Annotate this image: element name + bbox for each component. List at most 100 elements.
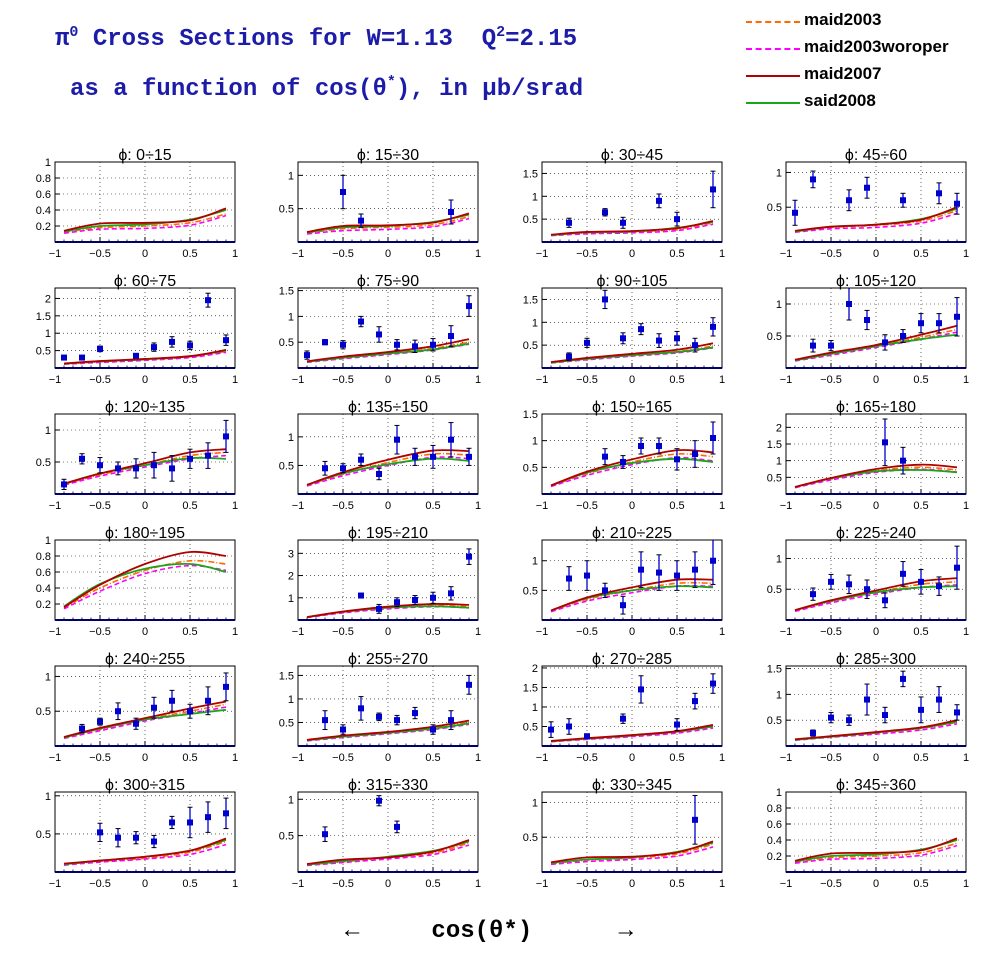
y-tick-label: 0.5 — [767, 584, 782, 596]
y-tick-label: 0.5 — [36, 829, 51, 841]
panel-title: ϕ: 255÷270 — [348, 651, 428, 668]
panel-9: −1 −0.5 0 0.5 1 0.5 1 ϕ: 135÷150 — [279, 399, 481, 512]
data-point — [133, 720, 139, 727]
x-tick-label: 1 — [475, 626, 481, 638]
curve-maid2003woroper — [550, 223, 714, 237]
x-tick-label: 1 — [963, 248, 969, 260]
x-tick-label: 1 — [719, 752, 725, 764]
x-tick-label: 0.5 — [913, 878, 928, 890]
y-tick-label: 1 — [532, 556, 538, 568]
y-tick-label: 1.5 — [523, 294, 538, 306]
panel-title: ϕ: 15÷30 — [357, 147, 419, 164]
data-point — [900, 457, 906, 464]
data-point — [97, 462, 103, 469]
x-tick-label: 0 — [142, 626, 148, 638]
data-point — [900, 197, 906, 204]
x-tick-label: 0 — [142, 374, 148, 386]
curve-maid2007 — [550, 220, 714, 236]
data-point — [674, 216, 680, 223]
panel-8: −1 −0.5 0 0.5 1 0.5 1 ϕ: 120÷135 — [36, 399, 238, 512]
data-point — [322, 831, 328, 838]
x-tick-label: 0.5 — [182, 626, 197, 638]
curve-maid2003 — [550, 453, 714, 487]
data-point — [61, 354, 67, 361]
data-point — [187, 342, 193, 349]
x-tick-label: 0.5 — [669, 752, 684, 764]
y-tick-label: 1 — [45, 425, 51, 437]
curve-maid2003woroper — [550, 456, 714, 488]
y-tick-label: 1 — [45, 328, 51, 340]
panel-title: ϕ: 165÷180 — [836, 399, 916, 416]
data-point — [133, 465, 139, 472]
data-point — [304, 352, 310, 359]
x-tick-label: 0.5 — [182, 878, 197, 890]
x-tick-label: 1 — [475, 752, 481, 764]
panel-title: ϕ: 345÷360 — [836, 777, 916, 794]
y-tick-label: 0.5 — [279, 337, 294, 349]
data-point — [133, 352, 139, 359]
data-point — [466, 453, 472, 460]
data-point — [223, 337, 229, 344]
data-point — [620, 219, 626, 226]
x-tick-label: −1 — [780, 878, 793, 890]
x-tick-label: 0.5 — [913, 248, 928, 260]
data-point — [584, 572, 590, 579]
x-tick-label: 0.5 — [182, 752, 197, 764]
y-tick-label: 0.5 — [279, 204, 294, 216]
x-tick-label: 1 — [232, 626, 238, 638]
x-tick-label: −1 — [292, 248, 305, 260]
x-tick-label: −1 — [536, 878, 549, 890]
x-tick-label: 1 — [719, 878, 725, 890]
data-point — [358, 592, 364, 599]
x-tick-label: 0.5 — [669, 878, 684, 890]
panel-2: −1 −0.5 0 0.5 1 0.5 1 1.5 ϕ: 30÷45 — [523, 147, 725, 260]
curve-maid2003woroper — [306, 456, 470, 487]
x-tick-label: −1 — [536, 248, 549, 260]
panel-title: ϕ: 45÷60 — [845, 147, 907, 164]
data-point — [882, 439, 888, 446]
x-tick-label: 1 — [475, 878, 481, 890]
data-point — [79, 455, 85, 462]
curve-maid2007 — [550, 342, 714, 363]
x-tick-label: 0.5 — [913, 626, 928, 638]
x-axis-title: ← cos(θ*) → — [345, 918, 634, 945]
x-tick-label: 0.5 — [669, 626, 684, 638]
x-tick-label: −1 — [780, 248, 793, 260]
panel-title: ϕ: 210÷225 — [592, 525, 672, 542]
panel-12: −1 −0.5 0 0.5 1 0.2 0.4 0.6 0.8 1 ϕ: 180÷195 — [36, 525, 238, 638]
panel-14: −1 −0.5 0 0.5 1 0.5 1 ϕ: 210÷225 — [523, 525, 725, 638]
curve-said2008 — [794, 333, 958, 362]
y-tick-label: 1.5 — [767, 439, 782, 451]
x-tick-label: 0 — [385, 626, 391, 638]
data-point — [584, 733, 590, 740]
legend-label-maid2003woroper: maid2003woroper — [804, 37, 949, 56]
curve-maid2007 — [63, 207, 227, 232]
data-point — [358, 705, 364, 712]
x-tick-label: 0 — [629, 374, 635, 386]
y-tick-label: 0.5 — [36, 346, 51, 358]
y-tick-label: 1 — [288, 593, 294, 605]
data-point — [448, 590, 454, 597]
data-point — [115, 708, 121, 715]
data-point — [548, 726, 554, 733]
y-tick-label: 0.5 — [36, 706, 51, 718]
data-point — [322, 465, 328, 472]
y-tick-label: 2 — [532, 663, 538, 675]
panel-title: ϕ: 135÷150 — [348, 399, 428, 416]
y-tick-label: 1.5 — [36, 311, 51, 323]
data-point — [692, 816, 698, 823]
x-tick-label: 0 — [629, 248, 635, 260]
x-tick-label: 0 — [873, 248, 879, 260]
panel-title: ϕ: 240÷255 — [105, 651, 185, 668]
curve-maid2003woroper — [550, 846, 714, 866]
x-tick-label: 0 — [629, 752, 635, 764]
data-point — [692, 342, 698, 349]
curve-maid2003woroper — [306, 844, 470, 867]
data-point — [864, 586, 870, 593]
curve-said2008 — [550, 457, 714, 487]
y-tick-label: 0.4 — [36, 583, 51, 595]
panel-11: −1 −0.5 0 0.5 1 0.5 1 1.5 2 ϕ: 165÷180 — [767, 399, 969, 512]
data-point — [846, 717, 852, 724]
x-tick-label: 1 — [475, 374, 481, 386]
x-tick-label: 0.5 — [425, 248, 440, 260]
